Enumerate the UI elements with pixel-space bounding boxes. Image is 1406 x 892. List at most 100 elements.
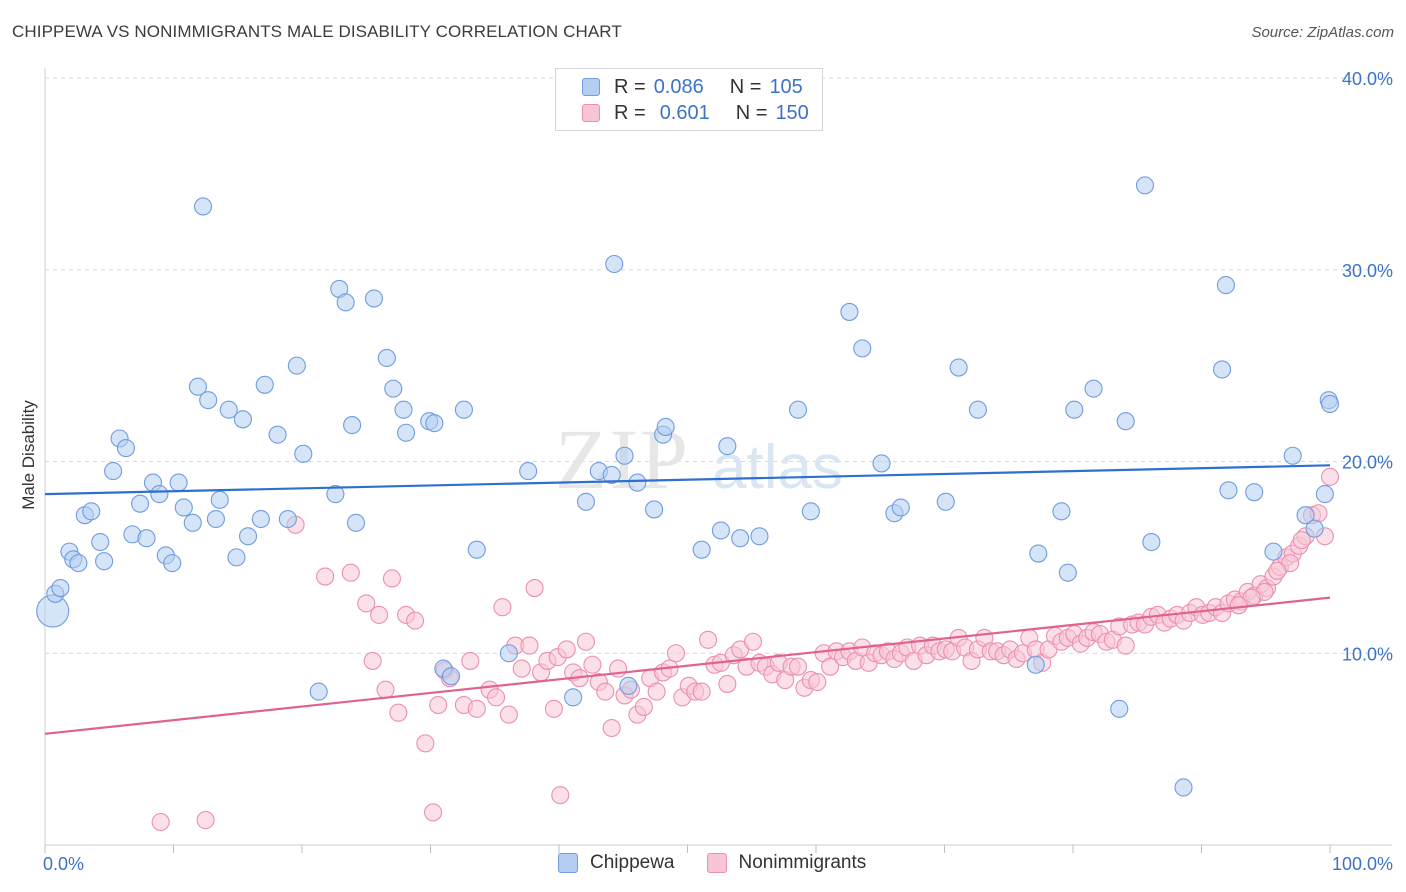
chippewa-point bbox=[840, 302, 859, 321]
chippewa-point bbox=[377, 348, 396, 368]
n-label: N = bbox=[735, 101, 768, 124]
nonimmigrants-point bbox=[1292, 531, 1311, 550]
chippewa-point bbox=[188, 377, 207, 396]
nonimmigrants-points bbox=[151, 467, 1340, 832]
chippewa-point bbox=[394, 400, 413, 419]
nonimmigrants-point bbox=[551, 786, 570, 805]
chippewa-point bbox=[1058, 563, 1077, 582]
chippewa-point bbox=[95, 552, 114, 571]
chippewa-point bbox=[1029, 544, 1048, 563]
chippewa-point bbox=[219, 400, 238, 419]
chippewa-point bbox=[199, 391, 218, 410]
nonimmigrants-point bbox=[196, 811, 215, 830]
n-value: 105 bbox=[769, 75, 803, 98]
chippewa-trend-line bbox=[44, 464, 1331, 496]
chippewa-point bbox=[174, 498, 193, 517]
chippewa-point bbox=[1320, 394, 1340, 414]
chippewa-point bbox=[1135, 176, 1155, 195]
watermark: ZIP atlas bbox=[555, 411, 843, 507]
nonimmigrants-point bbox=[151, 812, 170, 832]
chippewa-point bbox=[949, 358, 968, 377]
chippewa-point bbox=[104, 462, 123, 481]
nonimmigrants-point bbox=[363, 651, 382, 670]
nonimmigrants-point bbox=[602, 718, 621, 738]
chippewa-point bbox=[116, 439, 136, 458]
y-tick-label: 10.0% bbox=[1342, 644, 1393, 664]
chippewa-point bbox=[278, 509, 297, 529]
chippewa-point bbox=[1142, 532, 1161, 552]
r-label: R = bbox=[614, 101, 646, 124]
chart-title: CHIPPEWA VS NONIMMIGRANTS MALE DISABILIT… bbox=[12, 22, 622, 41]
chippewa-point bbox=[251, 509, 270, 529]
nonimmigrants-point bbox=[808, 672, 827, 692]
chippewa-point bbox=[788, 400, 808, 419]
legend-label-chippewa: Chippewa bbox=[590, 852, 675, 873]
chippewa-point bbox=[968, 400, 987, 419]
nonimmigrants-point bbox=[634, 697, 653, 716]
chippewa-point bbox=[615, 446, 634, 465]
nonimmigrants-point bbox=[692, 682, 711, 701]
nonimmigrants-point bbox=[647, 682, 666, 701]
nonimmigrants-point bbox=[499, 705, 518, 724]
chippewa-point bbox=[605, 254, 624, 274]
chippewa-point bbox=[718, 437, 737, 456]
chippewa-point bbox=[346, 513, 366, 532]
chippewa-point bbox=[519, 462, 538, 481]
y-tick-label: 30.0% bbox=[1342, 261, 1393, 281]
chart-source: Source: ZipAtlas.com bbox=[1251, 24, 1394, 41]
legend-row-chippewa: R = 0.086 N = 105 bbox=[582, 75, 803, 99]
chippewa-point bbox=[1305, 519, 1324, 538]
chippewa-point bbox=[82, 502, 101, 521]
chippewa-swatch bbox=[558, 853, 578, 873]
chippewa-point bbox=[183, 513, 202, 532]
nonimmigrants-point bbox=[316, 567, 335, 586]
chippewa-point bbox=[150, 485, 169, 504]
nonimmigrants-point bbox=[461, 651, 480, 670]
nonimmigrants-swatch bbox=[582, 104, 600, 122]
nonimmigrants-swatch bbox=[706, 853, 727, 873]
n-label: N = bbox=[729, 75, 762, 98]
nonimmigrants-point bbox=[520, 636, 539, 655]
chippewa-point bbox=[467, 540, 486, 559]
legend-item-chippewa: Chippewa bbox=[558, 852, 675, 874]
legend-label-nonimmigrants: Nonimmigrants bbox=[738, 852, 867, 873]
nonimmigrants-point bbox=[357, 594, 376, 613]
nonimmigrants-point bbox=[596, 682, 615, 701]
nonimmigrants-point bbox=[821, 657, 840, 676]
nonimmigrants-point bbox=[699, 630, 718, 649]
chippewa-point bbox=[1216, 276, 1235, 295]
chippewa-point bbox=[602, 465, 621, 484]
chippewa-point bbox=[750, 527, 769, 546]
chippewa-point bbox=[891, 498, 910, 517]
chippewa-point bbox=[1116, 412, 1135, 431]
nonimmigrants-point bbox=[525, 579, 544, 598]
chippewa-point bbox=[454, 400, 473, 419]
chippewa-point bbox=[206, 509, 225, 529]
chippewa-point bbox=[425, 414, 444, 433]
chippewa-point bbox=[1026, 655, 1045, 674]
legend-row-nonimmigrants: R = 0.601 N = 150 bbox=[582, 101, 809, 125]
nonimmigrants-point bbox=[1116, 636, 1135, 655]
chippewa-point bbox=[336, 293, 355, 312]
chippewa-point bbox=[384, 379, 403, 398]
chippewa-point bbox=[131, 494, 150, 513]
chippewa-point bbox=[1110, 699, 1129, 718]
chippewa-point bbox=[564, 688, 583, 707]
nonimmigrants-point bbox=[341, 563, 360, 582]
y-tick-label: 40.0% bbox=[1342, 69, 1393, 89]
chippewa-point bbox=[268, 425, 287, 444]
nonimmigrants-point bbox=[370, 605, 389, 624]
chippewa-point bbox=[628, 473, 647, 492]
chippewa-point bbox=[326, 485, 345, 504]
x-tick-label: 0.0% bbox=[43, 854, 84, 874]
trend-lines bbox=[44, 464, 1331, 735]
chippewa-point bbox=[1264, 542, 1283, 561]
series-legend: Chippewa Nonimmigrants bbox=[558, 852, 898, 874]
nonimmigrants-point bbox=[389, 703, 408, 722]
chippewa-point bbox=[1084, 379, 1103, 398]
nonimmigrants-point bbox=[666, 644, 685, 663]
chippewa-point bbox=[1052, 502, 1071, 521]
chippewa-point bbox=[227, 548, 246, 567]
nonimmigrants-point bbox=[416, 734, 435, 753]
